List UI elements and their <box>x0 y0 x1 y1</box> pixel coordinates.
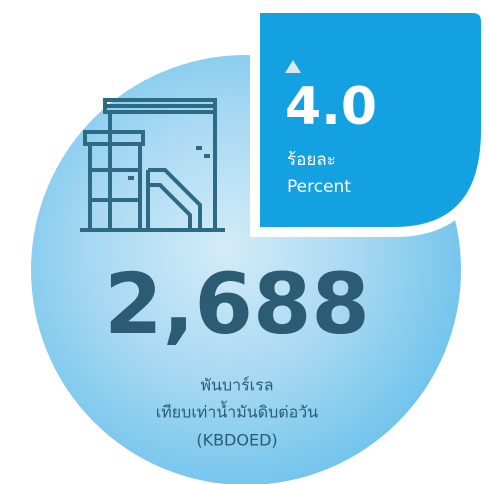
unit-line-1: พันบาร์เรล <box>200 376 273 395</box>
badge-value: 4.0 <box>285 77 377 137</box>
badge-panel <box>250 3 486 237</box>
unit-line-2: เทียบเท่าน้ำมันดิบต่อวัน <box>156 401 318 422</box>
unit-line-3: (KBDOED) <box>196 431 277 450</box>
building-icon <box>80 98 225 232</box>
up-triangle <box>285 60 301 73</box>
badge-label-th: ร้อยละ <box>287 150 336 170</box>
main-value: 2,688 <box>104 255 370 353</box>
badge-label-en: Percent <box>287 177 351 197</box>
